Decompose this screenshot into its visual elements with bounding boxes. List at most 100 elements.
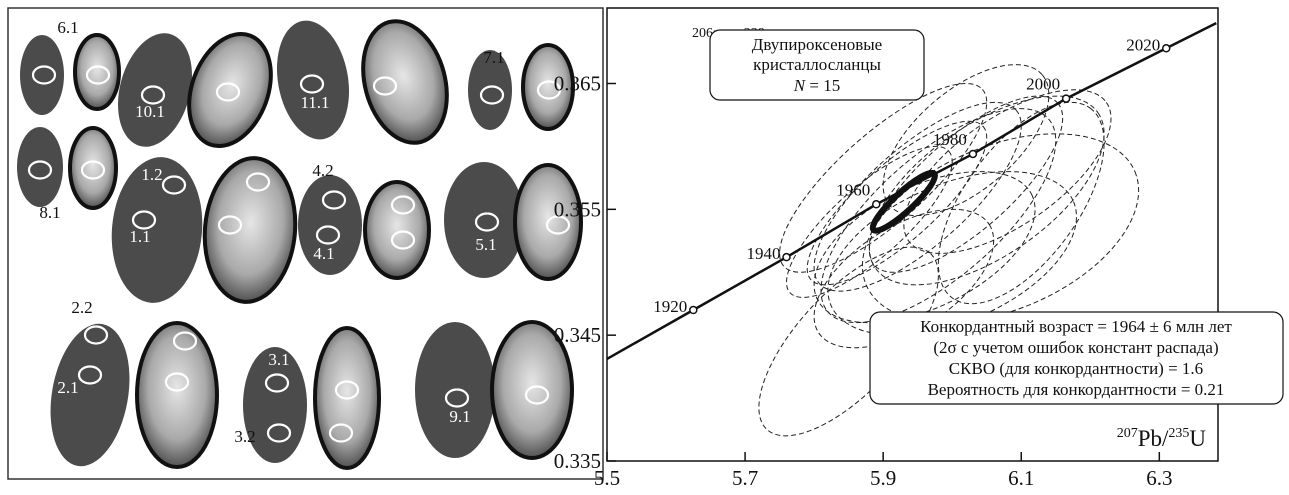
analysis-spot bbox=[131, 210, 157, 230]
concordia-extension bbox=[1165, 21, 1217, 50]
grain-label: 2.1 bbox=[57, 378, 78, 397]
x-tick-label: 5.7 bbox=[732, 466, 758, 490]
error-ellipse bbox=[806, 120, 988, 286]
grain-label: 10.1 bbox=[135, 102, 165, 121]
grain-label: 2.2 bbox=[71, 298, 92, 317]
grain-optical bbox=[68, 126, 118, 210]
x-tick-label: 5.5 bbox=[594, 466, 620, 490]
analysis-spot bbox=[536, 80, 562, 100]
analysis-spot bbox=[524, 385, 550, 405]
grain-cl bbox=[118, 33, 192, 147]
analysis-spot bbox=[474, 212, 500, 232]
grain-label: 6.1 bbox=[57, 18, 78, 37]
analysis-spot bbox=[390, 195, 416, 215]
grain-label: 3.2 bbox=[234, 427, 255, 446]
grain-label: 1.1 bbox=[129, 227, 150, 246]
age-label: 1980 bbox=[933, 130, 967, 149]
grain-label: 11.1 bbox=[300, 93, 329, 112]
grain-optical bbox=[490, 320, 574, 460]
analysis-spot bbox=[83, 325, 109, 345]
grain-cl bbox=[444, 162, 524, 278]
grain-cl bbox=[468, 50, 512, 130]
age-point bbox=[689, 305, 698, 315]
age-label: 2020 bbox=[1126, 35, 1160, 54]
age-point bbox=[1161, 44, 1171, 53]
analysis-spot bbox=[85, 65, 111, 85]
analysis-spot bbox=[215, 82, 241, 102]
analysis-spot bbox=[479, 85, 505, 105]
legend-count: N = 15 bbox=[793, 76, 840, 95]
analysis-spot bbox=[245, 172, 271, 192]
grain-cl bbox=[50, 323, 130, 467]
y-tick-label: 0.355 bbox=[554, 197, 601, 221]
age-point bbox=[1061, 94, 1071, 103]
grain-cl bbox=[17, 127, 63, 207]
legend-box bbox=[709, 29, 925, 101]
x-tick-label: 6.3 bbox=[1146, 466, 1172, 490]
annotation-line: Конкордантный возраст = 1964 ± 6 млн лет bbox=[920, 317, 1232, 336]
legend-line: кристаллосланцы bbox=[753, 55, 881, 74]
x-label-part: Pb/ bbox=[1138, 426, 1169, 451]
age-point bbox=[968, 149, 978, 159]
grain-label: 3.1 bbox=[268, 350, 289, 369]
error-ellipse bbox=[868, 95, 1105, 286]
age-label: 1960 bbox=[836, 180, 870, 199]
x-tick-label: 6.1 bbox=[1008, 466, 1034, 490]
concordia-chart: 5.5 5.7 5.9 6.1 6.3 0.335 0.345 0.355 0.365 1920 1… bbox=[554, 7, 1284, 490]
legend-n-value: = 15 bbox=[805, 76, 840, 95]
analysis-spot bbox=[315, 225, 341, 245]
analysis-spot bbox=[372, 76, 398, 96]
y-tick-label: 0.345 bbox=[554, 323, 601, 347]
analysis-spot bbox=[140, 85, 166, 105]
grain-optical bbox=[73, 33, 121, 111]
grain-cl bbox=[20, 35, 64, 115]
analysis-spot bbox=[161, 175, 187, 195]
analysis-spot bbox=[217, 215, 243, 235]
zircon-images: 6.1 10.1 11.1 7.1 8.1 1.2 1.1 4.2 4.1 5.1 2.2 2.1 3.… bbox=[17, 18, 583, 470]
grain-label: 1.2 bbox=[141, 165, 162, 184]
error-ellipse bbox=[937, 101, 1105, 305]
annotation-box bbox=[869, 311, 1284, 405]
grain-optical bbox=[135, 321, 219, 469]
grain-cl bbox=[276, 20, 350, 140]
annotation-line: СКВО (для конкордантности) = 1.6 bbox=[949, 359, 1203, 378]
annotation-line: (2σ с учетом ошибок констант распада) bbox=[933, 338, 1218, 357]
x-axis-label: 207Pb/235U bbox=[1117, 426, 1207, 451]
x-label-part: 235 bbox=[1168, 426, 1189, 441]
error-ellipse bbox=[813, 101, 1022, 292]
grain-label: 8.1 bbox=[39, 203, 60, 222]
age-label: 2000 bbox=[1026, 75, 1060, 94]
analysis-spot bbox=[31, 65, 57, 85]
grain-optical bbox=[361, 19, 449, 145]
y-tick-label: 0.365 bbox=[554, 72, 601, 96]
grain-optical bbox=[363, 180, 431, 280]
analysis-spot bbox=[328, 423, 354, 443]
grain-label: 4.2 bbox=[312, 161, 333, 180]
x-label-part: U bbox=[1189, 426, 1206, 451]
error-ellipse bbox=[786, 145, 953, 298]
error-ellipse bbox=[861, 133, 1140, 324]
analysis-spot bbox=[27, 160, 53, 180]
error-ellipse bbox=[903, 89, 1112, 254]
grain-optical bbox=[521, 43, 575, 131]
grain-label: 5.1 bbox=[475, 235, 496, 254]
grain-cl bbox=[111, 157, 203, 303]
legend-n: N bbox=[793, 76, 807, 95]
age-point bbox=[782, 252, 791, 262]
age-label: 1920 bbox=[653, 297, 687, 316]
analysis-spot bbox=[264, 373, 290, 393]
grain-optical bbox=[187, 31, 273, 149]
error-ellipse bbox=[868, 95, 1064, 273]
y-label-part: 206 bbox=[692, 26, 713, 41]
concordia-curve bbox=[692, 47, 1167, 312]
plot-frame bbox=[606, 7, 1219, 462]
grain-optical bbox=[202, 156, 298, 304]
y-tick-label: 0.335 bbox=[554, 449, 601, 473]
analysis-spot bbox=[299, 74, 325, 94]
analysis-spot bbox=[77, 365, 103, 385]
grain-label: 9.1 bbox=[449, 407, 470, 426]
concordia-age-ellipse bbox=[869, 169, 938, 234]
grain-label: 7.1 bbox=[483, 48, 504, 67]
grain-label: 4.1 bbox=[313, 244, 334, 263]
